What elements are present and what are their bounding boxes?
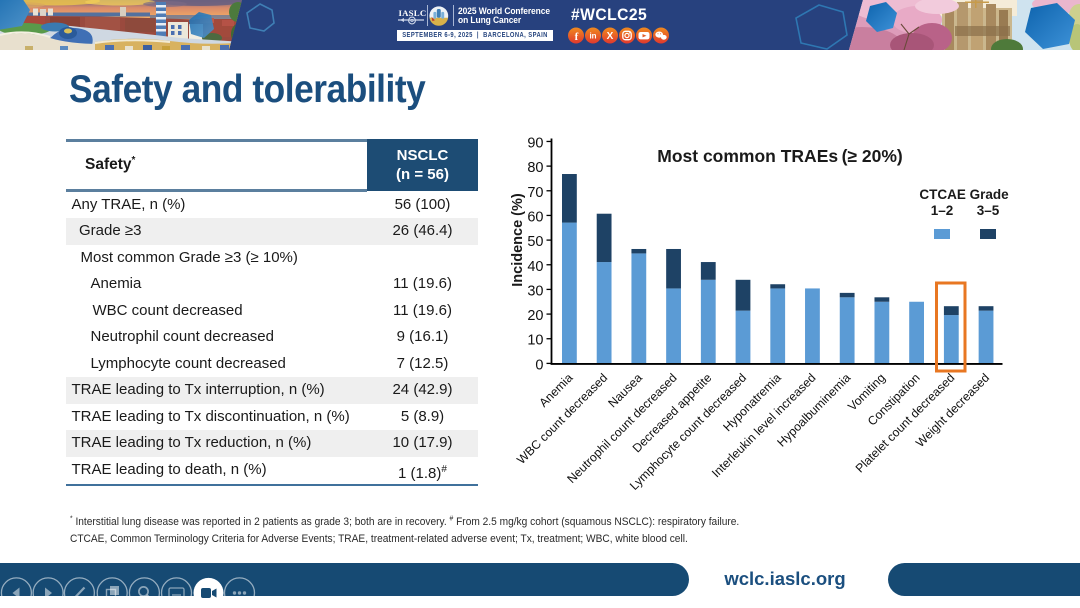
svg-text:in: in <box>589 32 596 41</box>
svg-text:40: 40 <box>527 259 543 275</box>
svg-text:10: 10 <box>527 333 543 349</box>
svg-text:50: 50 <box>527 234 543 250</box>
svg-text:X: X <box>607 31 614 42</box>
svg-text:20: 20 <box>527 308 543 324</box>
svg-text:90: 90 <box>527 135 543 151</box>
svg-text:70: 70 <box>527 185 543 201</box>
svg-text:80: 80 <box>527 160 543 176</box>
svg-text:30: 30 <box>527 283 543 299</box>
svg-text:60: 60 <box>527 209 543 225</box>
svg-text:f: f <box>575 31 579 43</box>
svg-text:0: 0 <box>535 357 543 373</box>
